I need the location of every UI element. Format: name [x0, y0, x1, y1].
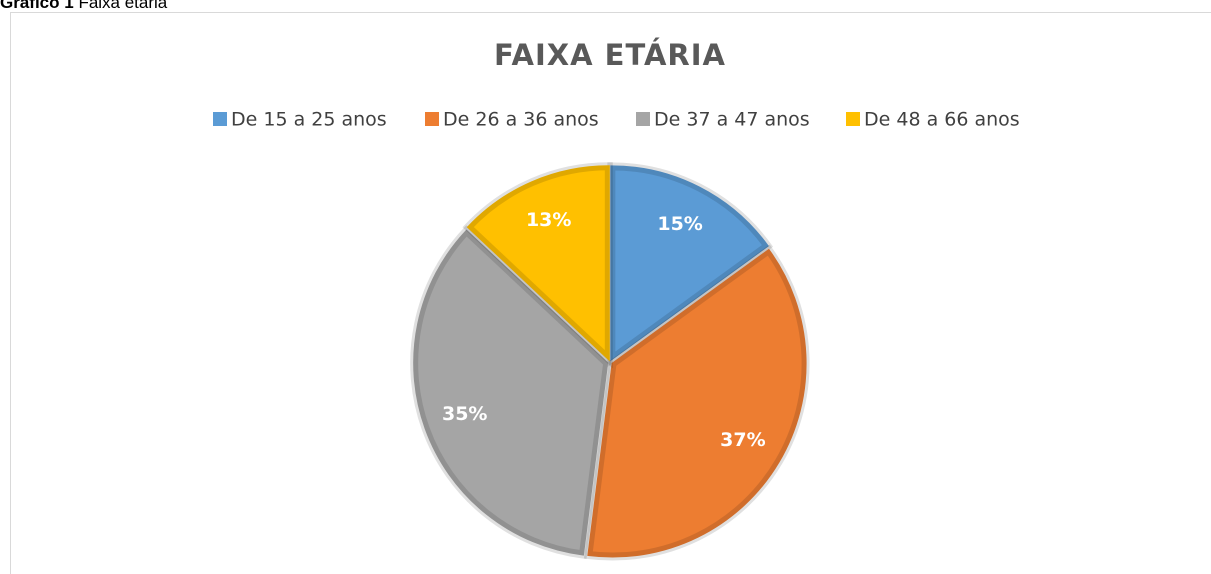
data-label: 15% [657, 213, 702, 235]
caption-label: Gráfico 1 [0, 0, 74, 12]
pie-slice-edge [583, 244, 810, 561]
pie-slice [413, 229, 609, 556]
pie-slice-edge [607, 162, 774, 368]
chart-frame [10, 12, 1211, 574]
legend-swatch [425, 112, 439, 126]
data-label: 37% [720, 429, 765, 451]
data-label: 35% [442, 403, 487, 425]
legend-swatch [636, 112, 650, 126]
legend-label: De 37 a 47 anos [654, 109, 810, 131]
pie-slice [466, 165, 610, 362]
legend-swatch [213, 112, 227, 126]
legend-label: De 15 a 25 anos [231, 109, 387, 131]
chart-title: FAIXA ETÁRIA [494, 38, 726, 72]
legend-label: De 48 a 66 anos [864, 109, 1020, 131]
pie-slice [610, 165, 769, 362]
legend-label: De 26 a 36 anos [443, 109, 599, 131]
caption: Gráfico 1 Faixa etária [0, 0, 168, 12]
pie-slice-edge [410, 225, 612, 559]
pie-slice-edge [462, 162, 613, 369]
legend-swatch [846, 112, 860, 126]
pie-slice [587, 248, 807, 558]
data-label: 13% [526, 209, 571, 231]
caption-text: Faixa etária [78, 0, 167, 12]
